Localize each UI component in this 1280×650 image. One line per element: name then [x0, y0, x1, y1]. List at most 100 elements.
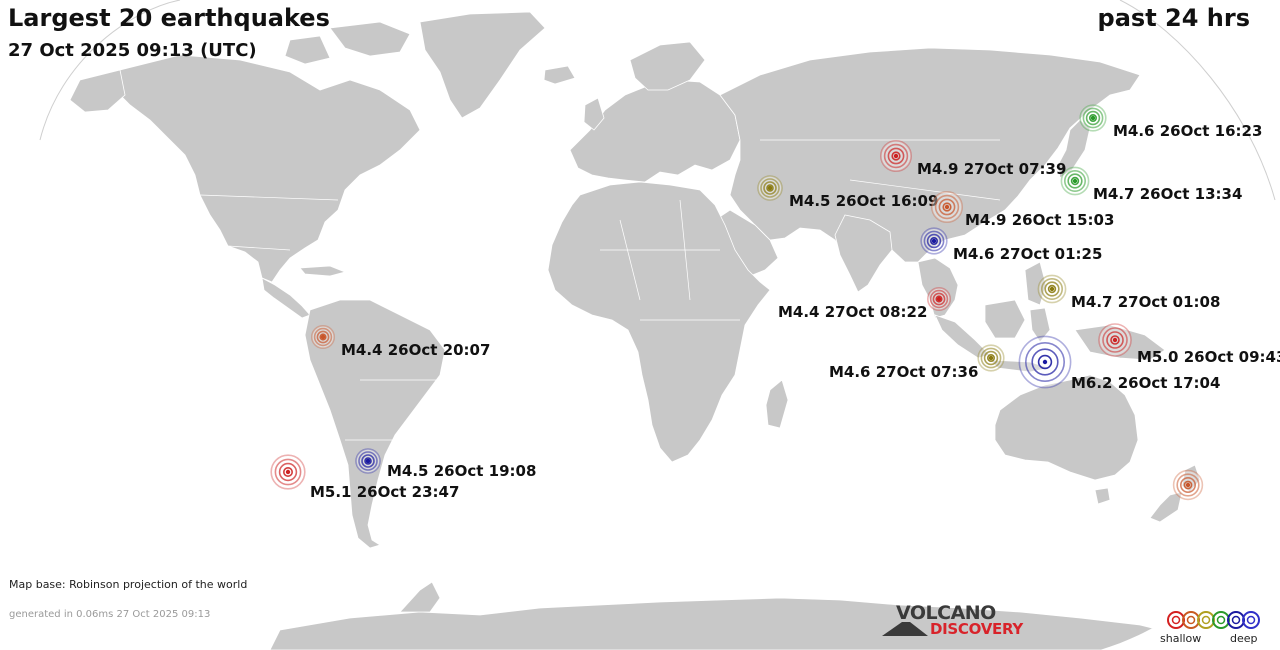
earthquake-marker[interactable] [1037, 274, 1067, 304]
marker-ring [364, 457, 372, 465]
earthquake-marker[interactable] [977, 344, 1005, 372]
marker-ring [313, 327, 333, 347]
earthquake-label: M4.7 27Oct 01:08 [1071, 293, 1220, 311]
marker-ring [1106, 331, 1124, 349]
marker-ring [926, 233, 942, 249]
earthquake-marker[interactable] [879, 140, 912, 173]
earthquake-marker[interactable] [920, 227, 948, 255]
marker-ring [1067, 173, 1083, 189]
south-america [304, 299, 446, 549]
earthquake-label: M4.4 26Oct 20:07 [341, 341, 490, 359]
marker-ring [1102, 327, 1128, 353]
uk [583, 97, 605, 131]
time-period: past 24 hrs [1097, 4, 1250, 32]
alaska [69, 69, 126, 113]
new-zealand-south [1149, 491, 1183, 523]
marker-ring [358, 451, 378, 471]
earthquake-marker[interactable] [930, 191, 963, 224]
generated-note: generated in 0.06ms 27 Oct 2025 09:13 [9, 609, 211, 620]
map-base-note: Map base: Robinson projection of the wor… [9, 578, 248, 591]
marker-ring [938, 198, 956, 216]
marker-center [1072, 178, 1078, 184]
landmasses [69, 11, 1201, 650]
australia [994, 374, 1139, 481]
legend-depth-inner [1246, 615, 1256, 625]
earthquake-label: M4.6 26Oct 16:23 [1113, 122, 1262, 140]
marker-ring [1082, 107, 1104, 129]
marker-ring [1044, 281, 1060, 297]
marker-center [988, 355, 994, 361]
marker-center [1112, 337, 1118, 343]
legend-depth-circle [1182, 611, 1200, 629]
marker-center [931, 238, 937, 244]
earthquake-label: M4.6 27Oct 07:36 [829, 363, 978, 381]
marker-center [1090, 115, 1096, 121]
legend-depth-inner [1186, 615, 1196, 625]
europe [569, 79, 741, 183]
marker-center [936, 296, 942, 302]
scandinavia [629, 41, 706, 91]
marker-ring [891, 151, 901, 161]
map-subtitle: 27 Oct 2025 09:13 (UTC) [8, 40, 257, 61]
borneo [984, 299, 1026, 339]
earthquake-marker[interactable] [1060, 166, 1090, 196]
legend-depth-circle [1242, 611, 1260, 629]
arctic-islands-2 [284, 35, 331, 65]
north-america [114, 54, 421, 283]
legend-depth-inner [1216, 615, 1226, 625]
marker-ring [923, 230, 945, 252]
cuba [299, 265, 347, 277]
earthquake-marker[interactable] [310, 324, 335, 349]
depth-legend: shallow deep [1150, 608, 1275, 648]
earthquake-marker[interactable] [270, 454, 306, 490]
earthquake-marker[interactable] [926, 286, 951, 311]
se-asia [917, 257, 959, 319]
marker-center [1185, 482, 1191, 488]
earthquake-marker[interactable] [1098, 323, 1132, 357]
earthquake-label: M4.7 26Oct 13:34 [1093, 185, 1242, 203]
earthquake-label: M4.5 26Oct 16:09 [789, 192, 938, 210]
volcano-discovery-logo[interactable]: VOLCANO DISCOVERY [880, 602, 1040, 642]
legend-depth-circle [1227, 611, 1245, 629]
marker-ring [319, 333, 327, 341]
earthquake-label: M4.6 27Oct 01:25 [953, 245, 1102, 263]
africa [547, 181, 771, 463]
logo-line1: VOLCANO [896, 602, 996, 624]
earthquake-label: M5.1 26Oct 23:47 [310, 483, 459, 501]
earthquake-marker[interactable] [757, 175, 783, 201]
marker-ring [935, 295, 943, 303]
marker-ring [934, 194, 960, 220]
marker-ring [929, 289, 949, 309]
marker-center [767, 185, 773, 191]
iceland [543, 65, 576, 85]
marker-center [944, 204, 950, 210]
legend-depth-inner [1171, 615, 1181, 625]
earthquake-marker[interactable] [1079, 104, 1107, 132]
marker-ring [883, 143, 909, 169]
earthquake-marker[interactable] [355, 448, 381, 474]
legend-deep-label: deep [1230, 632, 1258, 645]
antarctic-peninsula [399, 581, 441, 613]
globe-outline-right [1119, 0, 1276, 201]
marker-center [285, 469, 291, 475]
marker-ring [1183, 480, 1193, 490]
marker-ring [1089, 114, 1098, 123]
earthquake-label: M5.0 26Oct 09:43 [1137, 348, 1280, 366]
marker-ring [1176, 473, 1200, 497]
marker-ring [361, 454, 375, 468]
marker-ring [986, 353, 995, 362]
central-america [261, 277, 311, 319]
marker-center [1049, 286, 1055, 292]
marker-ring [282, 466, 293, 477]
new-guinea [1074, 324, 1166, 361]
earthquake-marker[interactable] [1172, 469, 1204, 501]
earthquake-marker[interactable] [1018, 335, 1072, 389]
marker-center [893, 153, 899, 159]
earthquake-label: M4.5 26Oct 19:08 [387, 462, 536, 480]
marker-ring [942, 202, 952, 212]
arctic-islands [329, 21, 411, 57]
marker-ring [1064, 170, 1087, 193]
marker-ring [1037, 354, 1053, 370]
globe-outline [39, 0, 181, 141]
